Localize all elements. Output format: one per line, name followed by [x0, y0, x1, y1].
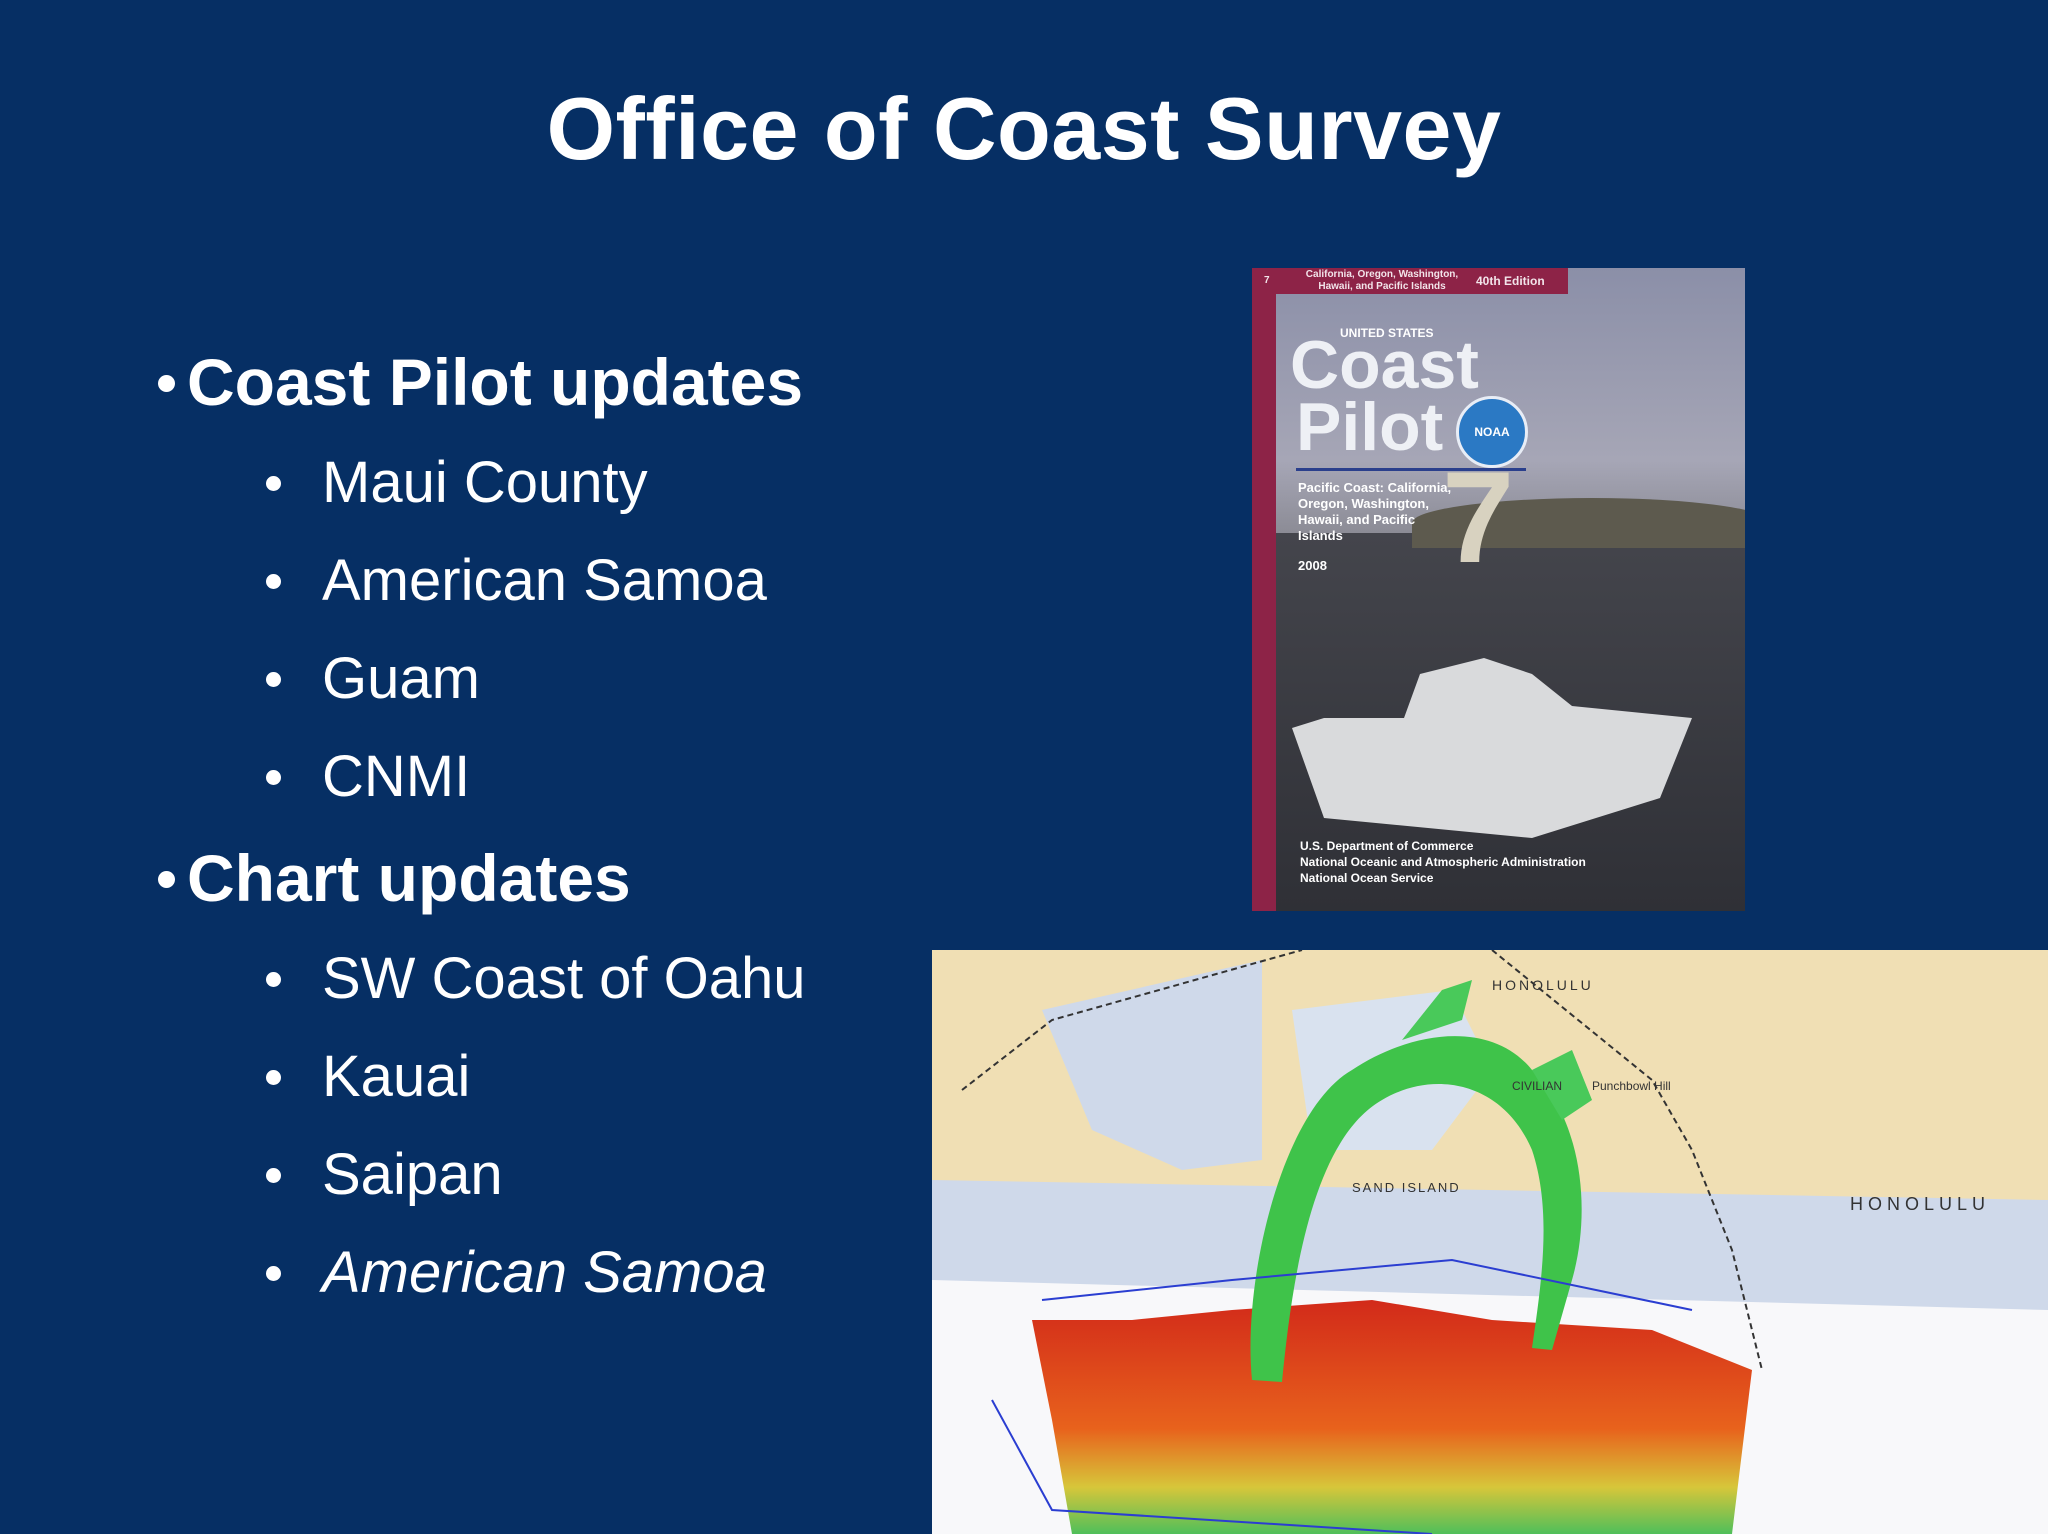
- list-item: Guam: [158, 630, 938, 728]
- bullet-icon: [158, 871, 175, 889]
- cover-year: 2008: [1298, 558, 1327, 573]
- coast-pilot-cover-image: 7 California, Oregon, Washington, Hawaii…: [1252, 268, 1745, 911]
- nautical-chart-image: HONOLULU Punchbowl Hill SAND ISLAND CIVI…: [932, 950, 2048, 1534]
- bathymetry-swath: [1032, 1300, 1752, 1534]
- list-item: American Samoa: [158, 1224, 938, 1322]
- list-item-text: American Samoa: [322, 1240, 767, 1305]
- channel-survey: [1250, 1036, 1582, 1382]
- cover-volume: 7: [1264, 275, 1270, 286]
- cover-region: California, Oregon, Washington, Hawaii, …: [1305, 269, 1459, 292]
- list-item-text: Saipan: [322, 1142, 503, 1207]
- list-item-text: Maui County: [322, 450, 648, 515]
- list-item-text: American Samoa: [322, 548, 767, 613]
- channel-line: [991, 1399, 1433, 1534]
- list-item: CNMI: [158, 728, 938, 826]
- section-heading-chart-updates: Chart updates: [158, 826, 938, 930]
- list-item: Saipan: [158, 1126, 938, 1224]
- list-item-text: CNMI: [322, 744, 471, 809]
- section-heading-coast-pilot: Coast Pilot updates: [158, 330, 938, 434]
- bullet-icon: [266, 672, 281, 687]
- bullet-list: Coast Pilot updates Maui County American…: [158, 330, 938, 1322]
- section-heading-text: Chart updates: [187, 841, 631, 915]
- bullet-icon: [266, 1168, 281, 1183]
- list-item-text: SW Coast of Oahu: [322, 946, 806, 1011]
- bullet-icon: [266, 476, 281, 491]
- cover-title-line2: Pilot: [1296, 389, 1444, 465]
- map-label-honolulu-large: HONOLULU: [1850, 1194, 1990, 1214]
- publisher-line: National Ocean Service: [1300, 871, 1434, 885]
- cover-spine: [1252, 268, 1276, 911]
- publisher-line: U.S. Department of Commerce: [1300, 839, 1474, 853]
- channel-line: [1041, 1258, 1693, 1311]
- cover-title-line1: Coast: [1290, 327, 1479, 403]
- publisher-line: National Oceanic and Atmospheric Adminis…: [1300, 855, 1586, 869]
- boundary-line: [1491, 950, 1763, 1371]
- bullet-icon: [266, 1266, 281, 1281]
- chart-graphic: HONOLULU Punchbowl Hill SAND ISLAND CIVI…: [932, 950, 2048, 1534]
- map-label-civilian: CIVILIAN: [1512, 1079, 1562, 1093]
- cover-hill: [1412, 498, 1745, 548]
- noaa-logo-icon: NOAA: [1456, 396, 1528, 468]
- map-label-punchbowl: Punchbowl Hill: [1592, 1079, 1671, 1093]
- map-label-sand-island: SAND ISLAND: [1352, 1180, 1461, 1195]
- channel-survey: [1532, 1050, 1592, 1120]
- channel-survey: [1402, 980, 1472, 1040]
- cover-top-band: 7 California, Oregon, Washington, Hawaii…: [1252, 268, 1568, 294]
- boundary-line: [961, 950, 1303, 1091]
- harbor-basin: [1042, 960, 1262, 1170]
- cover-country: UNITED STATES: [1340, 326, 1434, 340]
- cover-rule: [1296, 468, 1526, 471]
- cover-subtitle: Pacific Coast: California, Oregon, Washi…: [1298, 480, 1452, 543]
- list-item: SW Coast of Oahu: [158, 930, 938, 1028]
- list-item-text: Guam: [322, 646, 480, 711]
- bullet-icon: [266, 972, 281, 987]
- bullet-icon: [266, 574, 281, 589]
- cover-edition: 40th Edition: [1476, 274, 1545, 288]
- bullet-icon: [266, 770, 281, 785]
- list-item: American Samoa: [158, 532, 938, 630]
- bullet-icon: [158, 375, 175, 393]
- map-label-honolulu-small: HONOLULU: [1492, 977, 1594, 993]
- bullet-icon: [266, 1070, 281, 1085]
- list-item-text: Kauai: [322, 1044, 471, 1109]
- list-item: Maui County: [158, 434, 938, 532]
- section-heading-text: Coast Pilot updates: [187, 345, 804, 419]
- list-item: Kauai: [158, 1028, 938, 1126]
- cover-big-number: 7: [1442, 444, 1515, 590]
- cover-publisher: U.S. Department of Commerce National Oce…: [1300, 838, 1730, 886]
- slide-title: Office of Coast Survey: [546, 79, 1502, 178]
